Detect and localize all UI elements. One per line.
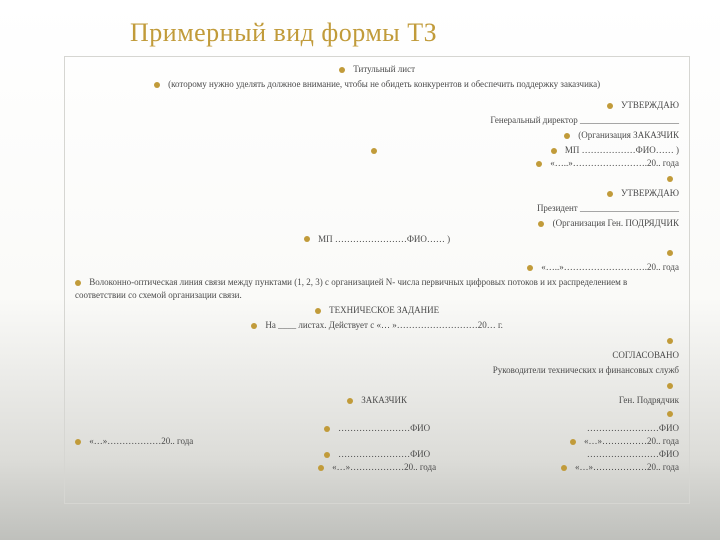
- text: МП ……………………ФИО…… ): [318, 234, 450, 244]
- text: «…»……………20.. года: [584, 436, 679, 446]
- text: (Организация ЗАКАЗЧИК: [578, 130, 679, 140]
- text: ЗАКАЗЧИК: [361, 395, 407, 405]
- text: Генеральный директор ___________________…: [490, 115, 679, 125]
- trailing-bullet: [75, 172, 679, 185]
- text: На ____ листах. Действует с «… »………………………: [265, 320, 503, 330]
- fio-row-2: ……………………ФИО ……………………ФИО: [75, 448, 679, 461]
- text: «…..»…………………….20.. года: [550, 158, 679, 168]
- bullet-icon: [324, 452, 330, 458]
- text: «…..»……………………….20.. года: [541, 262, 679, 272]
- trailing-bullet-4: [75, 379, 679, 392]
- text: МП ………………ФИО…… ): [565, 145, 679, 155]
- bullet-icon: [551, 148, 557, 154]
- text: ……………………ФИО: [587, 423, 679, 433]
- text: ……………………ФИО: [338, 449, 430, 459]
- date-2: «…..»……………………….20.. года: [75, 261, 679, 274]
- text: Руководители технических и финансовых сл…: [493, 365, 679, 375]
- text: ТЕХНИЧЕСКОЕ ЗАДАНИЕ: [329, 305, 439, 315]
- bullet-icon: [667, 176, 673, 182]
- slide-title: Примерный вид формы ТЗ: [0, 0, 720, 56]
- main-description: Волоконно-оптическая линия связи между п…: [75, 276, 679, 302]
- tz-heading: ТЕХНИЧЕСКОЕ ЗАДАНИЕ: [75, 304, 679, 317]
- date-row-1: «…»………………20.. года «…»……………20.. года: [75, 435, 679, 448]
- bullet-icon: [339, 67, 345, 73]
- text: (Организация Ген. ПОДРЯДЧИК: [553, 218, 679, 228]
- date-1: «…..»…………………….20.. года: [75, 157, 679, 170]
- agreed-line: СОГЛАСОВАНО: [75, 349, 679, 362]
- subtitle-note: (которому нужно уделять должное внимание…: [75, 78, 679, 91]
- mp-row-2: МП ……………………ФИО…… ): [75, 233, 679, 246]
- gendir-line: Генеральный директор ___________________…: [75, 114, 679, 127]
- text: (которому нужно уделять должное внимание…: [168, 79, 600, 89]
- bullet-icon: [538, 221, 544, 227]
- bullet-icon: [318, 465, 324, 471]
- text: Волоконно-оптическая линия связи между п…: [75, 277, 627, 300]
- sheets-line: На ____ листах. Действует с «… »………………………: [75, 319, 679, 332]
- bullet-icon: [304, 236, 310, 242]
- heads-line: Руководители технических и финансовых сл…: [75, 364, 679, 377]
- slide: Примерный вид формы ТЗ Титульный лист (к…: [0, 0, 720, 540]
- date-row-2: «…»………………20.. года «…»………………20.. года: [75, 461, 679, 474]
- bullet-icon: [667, 411, 673, 417]
- bullet-icon: [75, 280, 81, 286]
- approve-1: УТВЕРЖДАЮ: [75, 99, 679, 112]
- parties-row: ЗАКАЗЧИК Ген. Подрядчик: [75, 394, 679, 407]
- fio-row-1: ……………………ФИО ……………………ФИО: [75, 422, 679, 435]
- bullet-icon: [347, 398, 353, 404]
- content-frame: Титульный лист (которому нужно уделять д…: [64, 56, 690, 504]
- text: Титульный лист: [353, 64, 415, 74]
- text: УТВЕРЖДАЮ: [621, 188, 679, 198]
- text: «…»………………20.. года: [89, 436, 193, 446]
- bullet-icon: [607, 191, 613, 197]
- text: Ген. Подрядчик: [619, 395, 679, 405]
- bullet-icon: [75, 439, 81, 445]
- trailing-bullet-5: [75, 407, 679, 420]
- trailing-bullet-3: [75, 334, 679, 347]
- bullet-icon: [667, 338, 673, 344]
- bullet-icon: [667, 383, 673, 389]
- bullet-icon: [527, 265, 533, 271]
- text: ……………………ФИО: [587, 449, 679, 459]
- bullet-icon: [564, 133, 570, 139]
- title-page-line: Титульный лист: [75, 63, 679, 76]
- text: ……………………ФИО: [338, 423, 430, 433]
- bullet-icon: [154, 82, 160, 88]
- org-customer: (Организация ЗАКАЗЧИК: [75, 129, 679, 142]
- bullet-icon: [570, 439, 576, 445]
- bullet-icon: [561, 465, 567, 471]
- bullet-icon: [667, 250, 673, 256]
- mp-row-1: МП ………………ФИО…… ): [75, 144, 679, 157]
- bullet-icon: [607, 103, 613, 109]
- president-line: Президент ______________________: [75, 202, 679, 215]
- bullet-icon: [371, 148, 377, 154]
- org-contractor: (Организация Ген. ПОДРЯДЧИК: [75, 217, 679, 230]
- text: «…»………………20.. года: [332, 462, 436, 472]
- text: «…»………………20.. года: [575, 462, 679, 472]
- text: СОГЛАСОВАНО: [612, 350, 679, 360]
- bullet-icon: [536, 161, 542, 167]
- text: Президент ______________________: [537, 203, 679, 213]
- bullet-icon: [315, 308, 321, 314]
- trailing-bullet-2: [75, 246, 679, 259]
- bullet-icon: [324, 426, 330, 432]
- text: УТВЕРЖДАЮ: [621, 100, 679, 110]
- approve-2: УТВЕРЖДАЮ: [75, 187, 679, 200]
- bullet-icon: [251, 323, 257, 329]
